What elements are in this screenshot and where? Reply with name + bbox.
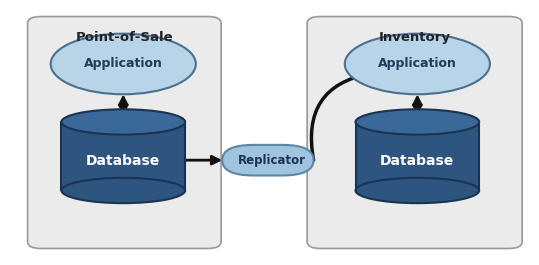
Bar [61, 122, 185, 191]
Text: Database: Database [86, 154, 161, 169]
Text: Application: Application [378, 58, 457, 70]
Ellipse shape [356, 178, 479, 203]
Text: Replicator: Replicator [238, 154, 306, 167]
Text: Point-of-Sale: Point-of-Sale [75, 31, 173, 44]
Bar [356, 122, 479, 191]
Ellipse shape [51, 34, 196, 94]
Ellipse shape [345, 34, 490, 94]
FancyBboxPatch shape [27, 16, 221, 249]
Text: Application: Application [84, 58, 163, 70]
FancyBboxPatch shape [307, 16, 522, 249]
FancyBboxPatch shape [222, 145, 314, 175]
Ellipse shape [61, 109, 185, 135]
Text: Database: Database [380, 154, 454, 169]
Ellipse shape [356, 109, 479, 135]
Text: Inventory: Inventory [379, 31, 451, 44]
Ellipse shape [61, 178, 185, 203]
